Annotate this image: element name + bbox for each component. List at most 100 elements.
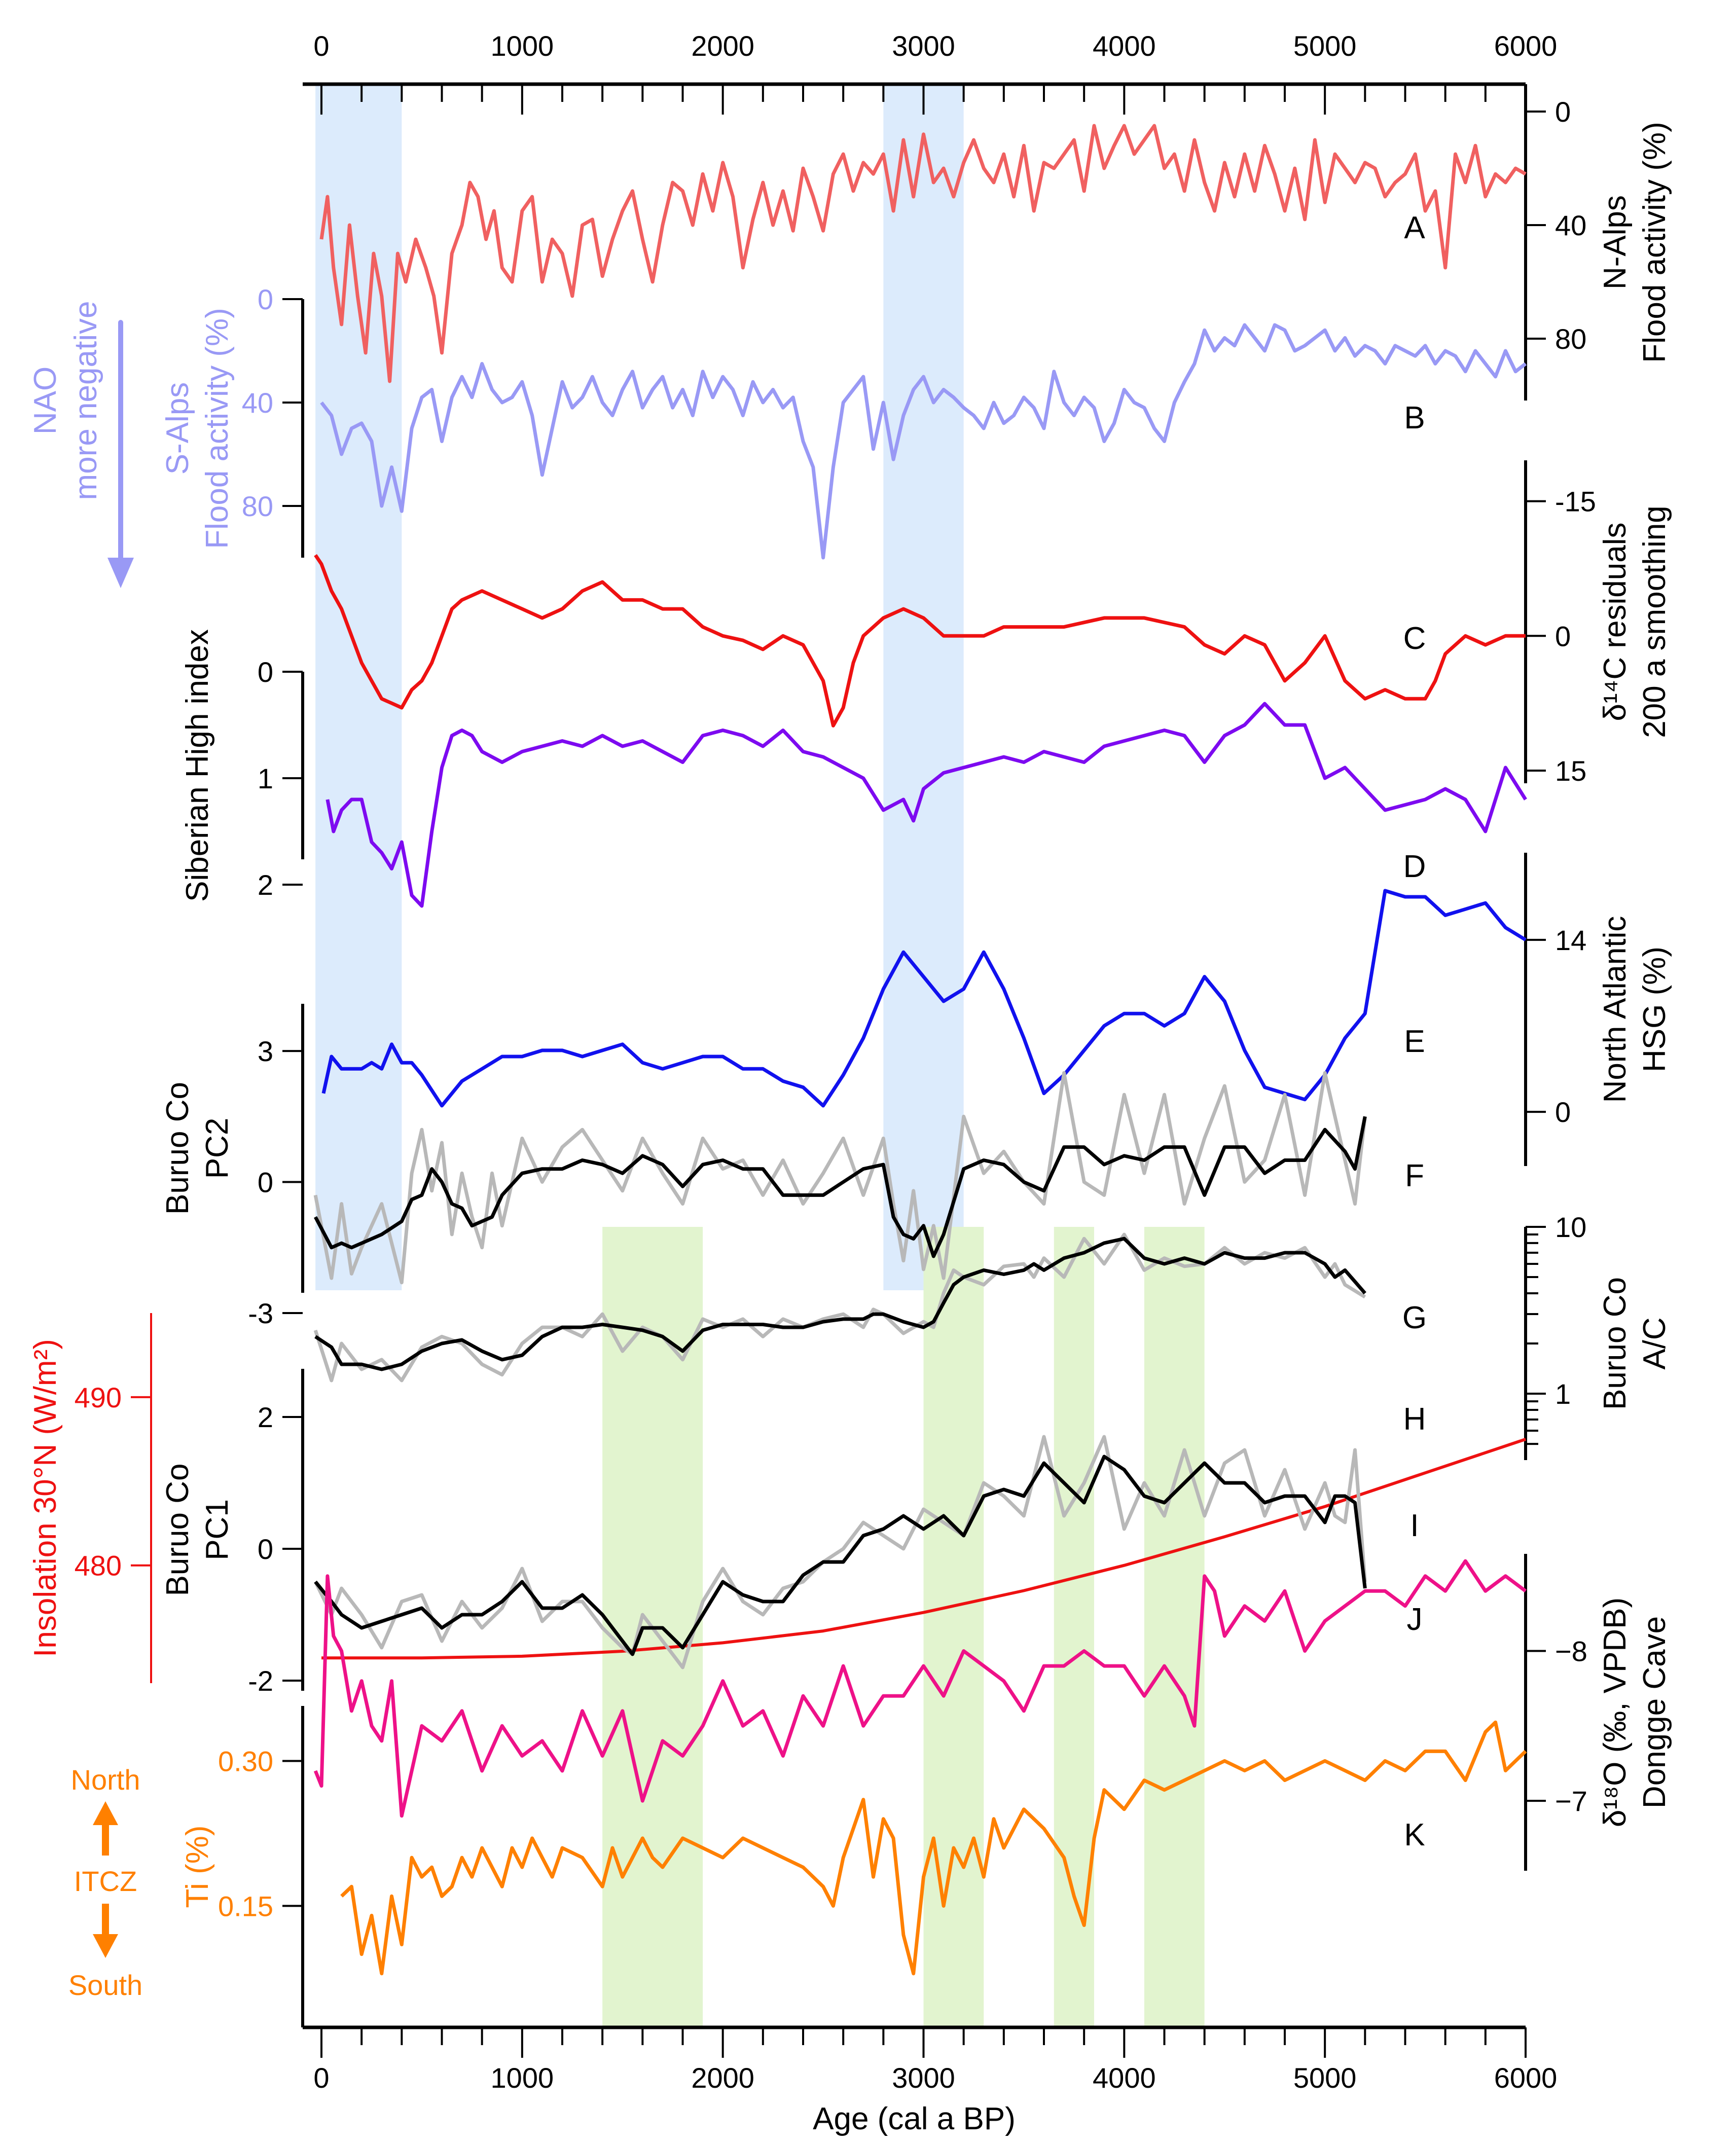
- axis-title-J: Dongge Cave: [1637, 1616, 1672, 1808]
- y-tick-label-B: 80: [242, 490, 273, 522]
- axes: Age (cal a BP): [303, 82, 1526, 2136]
- panel-letters: A B C D E F G H I J K: [1402, 210, 1427, 1852]
- series-line-I: [314, 1455, 1367, 1656]
- y-tick-label-E: 0: [1555, 1096, 1571, 1128]
- y-tick-label-K: 0.30: [218, 1745, 273, 1777]
- bottom-x-tick-label: 4000: [1093, 2062, 1156, 2094]
- itcz-label: ITCZ: [74, 1865, 137, 1897]
- shaded-bands: [315, 84, 1205, 2027]
- panel-letter-A: A: [1404, 210, 1425, 245]
- axis-title-I: PC1: [200, 1499, 235, 1560]
- series-raw-line-F: [313, 1071, 1367, 1285]
- x-ticks: 0 0 1000 1000 2000 2000 3000 3000 4000 4000 5000 50…: [313, 30, 1557, 2094]
- axis-title-D: Siberian High index: [180, 629, 215, 902]
- bottom-x-tick-label: 5000: [1293, 2062, 1357, 2094]
- y-tick-label-D: 1: [258, 762, 273, 794]
- y-tick-label-H: 490: [75, 1381, 122, 1413]
- panel-letter-K: K: [1404, 1817, 1425, 1852]
- y-tick-label-J: −8: [1555, 1635, 1587, 1667]
- top-x-tick-label: 3000: [892, 30, 955, 62]
- top-x-tick-label: 2000: [691, 30, 754, 62]
- series-line-H: [321, 1438, 1526, 1660]
- x-axis-title: Age (cal a BP): [813, 2101, 1016, 2136]
- y-tick-label-I: 0: [258, 1533, 273, 1565]
- y-tick-label-A: 0: [1555, 96, 1571, 128]
- shaded-band-2: [883, 84, 964, 1290]
- y-tick-label-F: 0: [258, 1167, 273, 1198]
- axis-title-K: Ti (%): [180, 1826, 215, 1908]
- bottom-x-tick-label: 2000: [691, 2062, 754, 2094]
- axis-title-G: A/C: [1637, 1317, 1672, 1369]
- axis-title-A: Flood activity (%): [1637, 122, 1672, 362]
- itcz-north-arrow-icon: [93, 1801, 118, 1825]
- axis-title-E: North Atlantic: [1598, 916, 1633, 1103]
- panel-letter-G: G: [1402, 1300, 1427, 1335]
- nao-arrow-head-icon: [107, 558, 134, 588]
- series-line-J: [313, 1559, 1527, 1818]
- top-x-tick-label: 5000: [1293, 30, 1357, 62]
- y-tick-label-K: 0.15: [218, 1890, 273, 1922]
- y-tick-label-G: 10: [1555, 1211, 1586, 1243]
- series-line-F: [314, 1116, 1367, 1258]
- bottom-x-tick-label: 6000: [1494, 2062, 1558, 2094]
- top-x-tick-label: 1000: [491, 30, 554, 62]
- y-tick-label-J: −7: [1555, 1785, 1587, 1817]
- y-tick-label-I: 2: [258, 1401, 273, 1433]
- top-x-tick-label: 4000: [1093, 30, 1156, 62]
- series-line-C: [314, 554, 1526, 728]
- axis-title-I: Buruo Co: [160, 1464, 195, 1596]
- panel-letter-E: E: [1404, 1024, 1425, 1059]
- panel-letter-D: D: [1403, 849, 1426, 884]
- series-line-B: [320, 323, 1527, 560]
- shaded-band-1: [315, 84, 402, 1290]
- annotations: NAO more negative North ITCZ South: [28, 301, 142, 2001]
- panel-letter-I: I: [1410, 1508, 1419, 1543]
- y-tick-label-B: 40: [242, 387, 273, 419]
- series-raw-line-G: [313, 1232, 1366, 1383]
- y-tick-label-C: -15: [1555, 486, 1596, 518]
- y-tick-label-I: -2: [248, 1665, 273, 1697]
- y-tick-label-F: 3: [258, 1035, 273, 1067]
- bottom-x-tick-label: 1000: [491, 2062, 554, 2094]
- nao-label: NAO: [28, 367, 63, 434]
- axis-title-B: S-Alps: [160, 382, 195, 475]
- axis-title-J: δ¹⁸O (‰, VPDB): [1598, 1597, 1633, 1827]
- panel-letter-B: B: [1404, 401, 1425, 435]
- shaded-band-6: [1144, 1227, 1205, 2027]
- series-line-E: [321, 889, 1527, 1108]
- y-tick-label-H: 480: [75, 1550, 122, 1582]
- series-raw-line-I: [313, 1435, 1367, 1669]
- series-lines: [313, 124, 1527, 1976]
- axis-title-E: HSG (%): [1637, 947, 1672, 1072]
- y-tick-label-A: 80: [1555, 323, 1586, 355]
- series-line-G: [314, 1237, 1366, 1371]
- y-tick-label-F: -3: [248, 1297, 273, 1329]
- y-tick-label-B: 0: [258, 283, 273, 315]
- y-tick-label-D: 2: [258, 869, 273, 901]
- axis-title-F: Buruo Co: [160, 1082, 195, 1215]
- top-x-tick-label: 6000: [1494, 30, 1558, 62]
- itcz-south-label: South: [68, 1969, 142, 2001]
- panel-letter-H: H: [1403, 1402, 1426, 1437]
- itcz-south-arrow-icon: [93, 1934, 118, 1958]
- axis-title-B: Flood activity (%): [200, 308, 235, 549]
- bottom-x-tick-label: 0: [313, 2062, 329, 2094]
- top-x-tick-label: 0: [313, 30, 329, 62]
- nao-sub-label: more negative: [68, 301, 103, 500]
- axis-title-F: PC2: [200, 1118, 235, 1179]
- panel-letter-C: C: [1403, 621, 1426, 656]
- series-line-D: [326, 702, 1527, 908]
- panel-letter-F: F: [1405, 1158, 1424, 1193]
- axis-title-H: Insolation 30°N (W/m²): [28, 1339, 63, 1657]
- axis-title-C: 200 a smoothing: [1637, 505, 1672, 738]
- y-tick-label-C: 15: [1555, 755, 1586, 787]
- y-tick-label-G: 1: [1555, 1378, 1571, 1410]
- y-tick-label-E: 14: [1555, 924, 1586, 956]
- itcz-north-label: North: [71, 1764, 140, 1796]
- axis-title-C: δ¹⁴C residuals: [1598, 523, 1633, 721]
- y-tick-label-A: 40: [1555, 209, 1586, 241]
- y-tick-label-C: 0: [1555, 620, 1571, 652]
- panel-letter-J: J: [1407, 1602, 1423, 1637]
- axis-title-A: N-Alps: [1598, 195, 1633, 289]
- series-line-A: [319, 124, 1527, 383]
